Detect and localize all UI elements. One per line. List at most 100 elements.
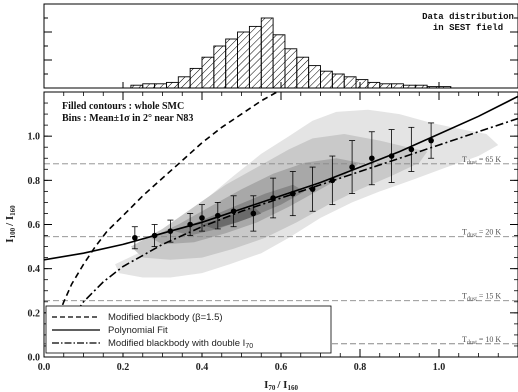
- histogram-bar: [355, 79, 369, 89]
- histogram-bar: [438, 86, 452, 89]
- histogram-bar: [414, 84, 428, 89]
- x-axis-title-sub: 70: [268, 384, 276, 392]
- histogram-bar: [284, 48, 298, 89]
- histogram-bar: [391, 83, 404, 89]
- histogram-bar: [130, 84, 144, 89]
- bin-point: [309, 186, 316, 192]
- bin-point: [187, 221, 193, 228]
- temperature-label-sub: dust: [467, 340, 477, 346]
- histogram-bar: [237, 31, 250, 89]
- histogram-bar: [426, 86, 440, 89]
- temperature-label-value: = 15 K: [479, 292, 502, 301]
- annotation-bins: Bins : Mean±1σ in 2° near N83: [62, 113, 193, 124]
- y-axis-title: I100/ I160: [4, 205, 17, 243]
- y-axis-title-sub2: 160: [9, 205, 17, 216]
- temperature-label-symbol: T: [462, 335, 467, 344]
- temperature-label: Tdust = 10 K: [462, 335, 501, 346]
- temperature-label-symbol: T: [462, 155, 467, 164]
- temperature-label-symbol: T: [462, 228, 467, 237]
- histogram-bar: [296, 56, 310, 89]
- x-tick-label: 0.6: [275, 362, 288, 373]
- legend-label-blackbody: Modified blackbody (β=1.5): [108, 312, 223, 323]
- x-axis-title-sub2: 160: [287, 384, 298, 392]
- temperature-label-value: = 20 K: [479, 228, 502, 237]
- legend: Modified blackbody (β=1.5) Polynomial Fi…: [45, 305, 332, 354]
- histogram-bar: [308, 65, 321, 89]
- temperature-label-value: = 65 K: [479, 155, 502, 164]
- bin-point: [151, 232, 158, 239]
- histogram-bar: [248, 25, 262, 89]
- x-tick-label: 0.0: [38, 362, 51, 373]
- model-curves: [44, 92, 518, 353]
- histogram-bar: [154, 83, 167, 89]
- x-axis-title-sep: / I: [276, 379, 287, 391]
- x-tick-label: 0.4: [196, 362, 209, 373]
- histogram-bar: [142, 83, 156, 89]
- histogram-bar: [379, 83, 393, 89]
- legend-label-polyfit: Polynomial Fit: [108, 325, 168, 336]
- temperature-label-sub: dust: [467, 160, 477, 166]
- y-tick-label: 0.4: [28, 264, 41, 275]
- histogram-bars: [130, 17, 452, 89]
- histogram-bar: [331, 73, 345, 89]
- bin-point: [230, 208, 237, 215]
- temperature-label-sub: dust: [467, 297, 477, 303]
- histogram-bar: [165, 81, 179, 89]
- legend-label-double: Modified blackbody with double I70: [108, 338, 253, 350]
- y-tick-label: 0.6: [28, 220, 41, 231]
- histogram-bar: [189, 67, 203, 89]
- binned-points: [131, 122, 435, 250]
- bin-point: [132, 234, 138, 241]
- histogram-bar: [260, 17, 274, 89]
- y-tick-label: 0.8: [28, 176, 41, 187]
- y-tick-label: 1.0: [28, 132, 41, 143]
- bin-point: [270, 195, 276, 201]
- density-contours: [115, 109, 499, 278]
- bin-point: [408, 146, 415, 153]
- annotation-contours: Filled contours : whole SMC: [62, 101, 184, 112]
- bin-point: [388, 153, 395, 159]
- histogram-subtitle: in SEST field: [433, 23, 503, 33]
- histogram-bar: [272, 34, 286, 89]
- y-tick-label: 0.2: [28, 308, 41, 319]
- legend-label-double-main: Modified blackbody with double I: [108, 338, 245, 349]
- density-contour-level-5: [202, 206, 262, 229]
- histogram-bar: [201, 56, 215, 89]
- bin-point: [329, 177, 336, 184]
- histogram-panel: Data distribution in SEST field: [43, 3, 518, 89]
- bin-point: [369, 155, 375, 162]
- temperature-label-symbol: T: [462, 292, 467, 301]
- temperature-label-value: = 10 K: [479, 335, 502, 344]
- x-axis-title-main: I: [264, 379, 268, 391]
- curve-solid: [44, 95, 518, 261]
- temperature-label: Tdust = 65 K: [462, 155, 501, 166]
- bin-point: [215, 212, 221, 219]
- histogram-bar: [320, 70, 333, 89]
- histogram-title: Data distribution: [422, 12, 514, 22]
- y-axis-title-main: I: [4, 238, 16, 242]
- bin-point: [349, 164, 355, 170]
- temperature-label: Tdust = 20 K: [462, 228, 501, 239]
- bin-point: [167, 228, 174, 234]
- histogram-bar: [343, 76, 357, 89]
- bin-point: [199, 215, 205, 221]
- temperature-label: Tdust = 15 K: [462, 292, 501, 303]
- histogram-bar: [403, 84, 416, 89]
- x-tick-label: 0.8: [354, 362, 367, 373]
- x-tick-label: 1.0: [433, 362, 446, 373]
- bin-point: [290, 190, 296, 197]
- temperature-label-sub: dust: [467, 233, 477, 239]
- legend-label-double-sub: 70: [245, 343, 253, 350]
- y-axis-title-sub: 100: [9, 227, 17, 238]
- histogram-bar: [213, 45, 227, 89]
- y-tick-label: 0.0: [28, 353, 41, 364]
- bin-point: [428, 137, 434, 144]
- x-tick-label: 0.2: [117, 362, 130, 373]
- histogram-bar: [367, 81, 381, 89]
- curve-dashdot: [51, 117, 518, 353]
- y-axis-title-sep: / I: [4, 216, 16, 227]
- bin-point: [250, 210, 257, 217]
